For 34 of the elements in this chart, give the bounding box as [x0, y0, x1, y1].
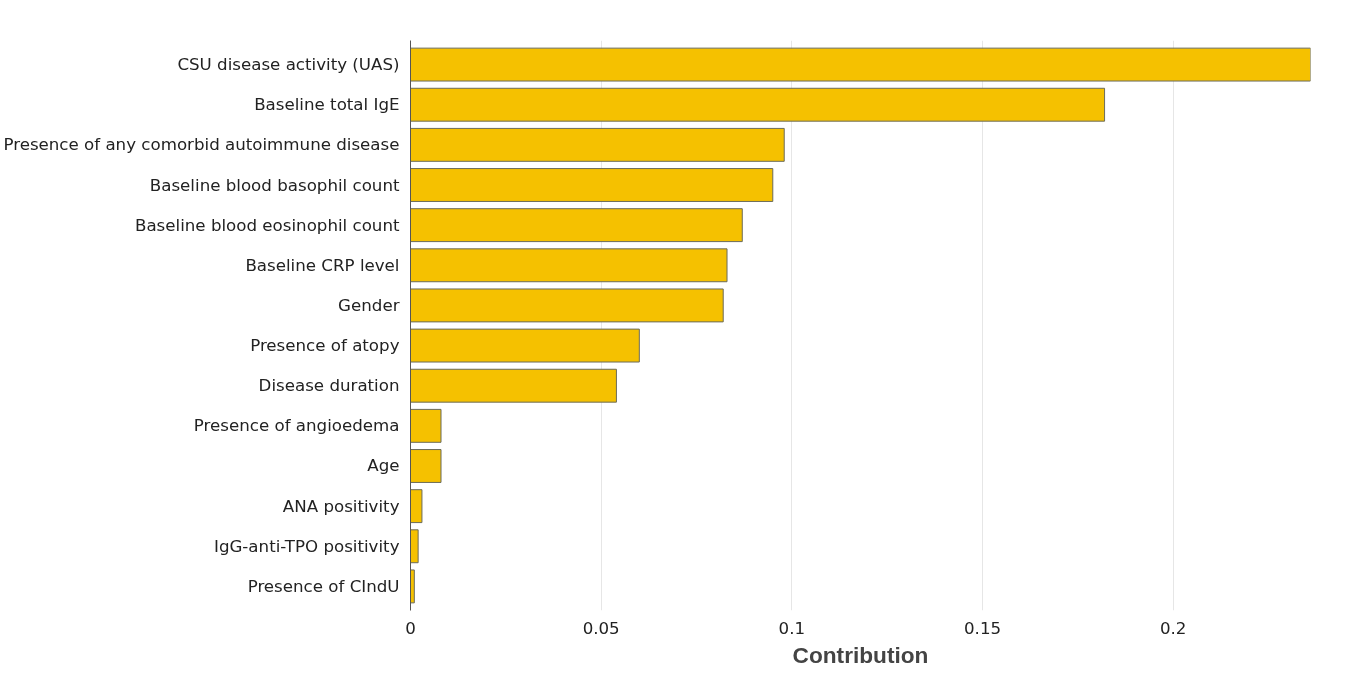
y-tick-label: Baseline blood basophil count: [149, 175, 400, 195]
y-tick-label: Presence of any comorbid autoimmune disease: [3, 135, 400, 155]
x-tick-label: 0: [405, 618, 416, 638]
bar: [410, 368, 617, 403]
y-tick-label: Presence of CIndU: [247, 576, 400, 596]
y-tick-label: Presence of angioedema: [193, 416, 400, 436]
x-tick-label: 0.1: [778, 618, 806, 638]
bar: [410, 248, 728, 283]
bar: [410, 87, 1106, 122]
y-tick-label: Gender: [338, 295, 400, 315]
bar: [410, 288, 724, 323]
bar: [410, 47, 1311, 82]
y-tick-label: Baseline CRP level: [245, 255, 400, 275]
y-tick-label: CSU disease activity (UAS): [177, 55, 400, 75]
bar: [410, 449, 442, 483]
y-tick-label: Age: [367, 456, 400, 476]
x-tick-label: 0.15: [963, 618, 1002, 638]
bar: [410, 529, 419, 564]
bar: [410, 127, 785, 162]
bar: [410, 569, 415, 604]
bar: [410, 328, 640, 363]
y-tick-label: Presence of atopy: [250, 336, 400, 356]
x-tick-label: 0.05: [582, 618, 620, 638]
x-tick-label: 0.2: [1159, 618, 1187, 638]
y-tick-label: Baseline total IgE: [254, 95, 400, 115]
bar: [410, 208, 743, 243]
bar: [410, 408, 442, 443]
bar: [410, 168, 774, 202]
y-tick-label: Disease duration: [258, 376, 400, 396]
x-axis-title: Contribution: [792, 641, 929, 668]
bar: [410, 489, 423, 524]
y-tick-label: Baseline blood eosinophil count: [134, 215, 400, 235]
y-tick-label: ANA positivity: [282, 496, 400, 516]
y-tick-label: IgG-anti-TPO positivity: [213, 536, 400, 556]
